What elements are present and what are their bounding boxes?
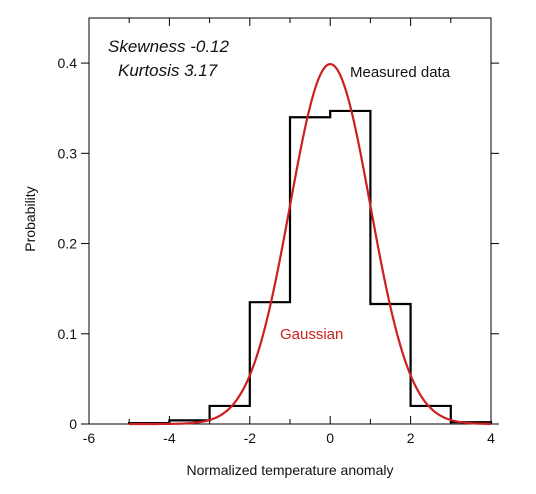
y-tick-label: 0.3 — [58, 145, 78, 161]
data-marks — [128, 62, 493, 426]
kurtosis-annotation: Kurtosis 3.17 — [118, 61, 218, 80]
y-tick-label: 0.2 — [58, 236, 78, 252]
histogram-bin — [250, 302, 290, 424]
measured-data-label: Measured data — [350, 64, 451, 81]
y-tick-label: 0 — [69, 416, 77, 432]
x-tick-label: -4 — [163, 430, 176, 446]
histogram-bin — [290, 117, 330, 424]
ticks-group: -6 -4 -2 0 2 4 0 0.1 0.2 0.3 0.4 — [58, 18, 499, 446]
histogram-step-line — [128, 109, 493, 425]
y-tick-label: 0.4 — [58, 55, 78, 71]
gaussian-label: Gaussian — [280, 326, 343, 343]
x-tick-label: 2 — [407, 430, 415, 446]
y-axis-title: Probability — [22, 186, 38, 251]
x-tick-label: -6 — [83, 430, 96, 446]
histogram-bin — [370, 304, 410, 424]
x-axis-title: Normalized temperature anomaly — [187, 462, 394, 478]
x-tick-label: 0 — [326, 430, 334, 446]
x-tick-label: -2 — [244, 430, 257, 446]
gaussian-curve — [129, 62, 492, 426]
histogram-bin — [330, 111, 370, 424]
x-tick-label: 4 — [487, 430, 495, 446]
y-tick-label: 0.1 — [58, 326, 78, 342]
skewness-annotation: Skewness -0.12 — [108, 37, 229, 56]
